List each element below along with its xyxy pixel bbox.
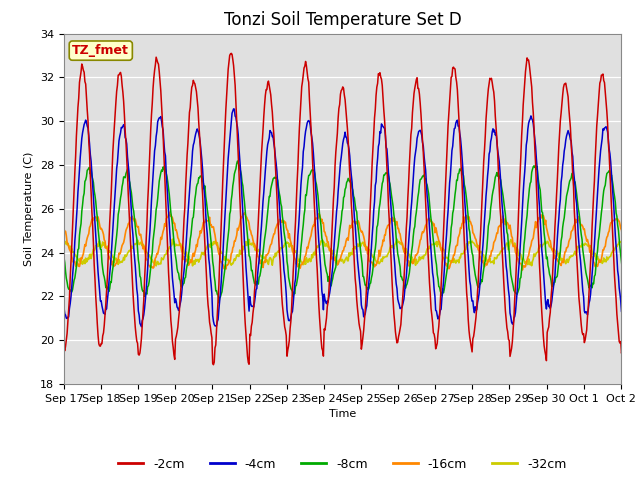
-32cm — [60, 241, 68, 247]
-2cm — [210, 362, 218, 368]
-4cm — [424, 200, 432, 206]
-16cm — [269, 234, 277, 240]
Y-axis label: Soil Temperature (C): Soil Temperature (C) — [24, 152, 35, 266]
-8cm — [292, 283, 300, 288]
-8cm — [130, 208, 138, 214]
Line: -32cm: -32cm — [64, 239, 640, 266]
-2cm — [270, 132, 278, 138]
-32cm — [458, 251, 465, 256]
-4cm — [270, 141, 278, 146]
-4cm — [138, 324, 145, 330]
-16cm — [456, 225, 464, 230]
-32cm — [269, 257, 277, 263]
-2cm — [292, 198, 300, 204]
Line: -2cm: -2cm — [64, 53, 640, 365]
-8cm — [424, 186, 432, 192]
-2cm — [241, 306, 248, 312]
-16cm — [292, 257, 300, 263]
-4cm — [230, 106, 237, 112]
-8cm — [241, 199, 248, 204]
-16cm — [60, 226, 68, 232]
X-axis label: Time: Time — [329, 409, 356, 419]
-8cm — [234, 158, 241, 164]
-16cm — [240, 212, 248, 217]
-2cm — [130, 302, 138, 308]
-4cm — [458, 144, 465, 149]
-16cm — [518, 267, 526, 273]
-32cm — [393, 236, 401, 242]
-32cm — [292, 248, 300, 254]
-4cm — [292, 259, 300, 264]
-16cm — [166, 209, 173, 215]
-4cm — [130, 245, 138, 251]
-16cm — [130, 216, 138, 221]
-32cm — [240, 247, 248, 252]
-2cm — [227, 50, 235, 56]
Text: TZ_fmet: TZ_fmet — [72, 44, 129, 57]
-8cm — [270, 175, 278, 181]
-32cm — [152, 263, 160, 269]
-2cm — [458, 167, 465, 172]
-16cm — [423, 218, 431, 224]
-8cm — [60, 254, 68, 260]
Title: Tonzi Soil Temperature Set D: Tonzi Soil Temperature Set D — [223, 11, 461, 29]
-4cm — [241, 239, 248, 245]
Legend: -2cm, -4cm, -8cm, -16cm, -32cm: -2cm, -4cm, -8cm, -16cm, -32cm — [113, 453, 572, 476]
Line: -4cm: -4cm — [64, 109, 640, 327]
-8cm — [215, 300, 223, 306]
-2cm — [424, 248, 432, 254]
Line: -16cm: -16cm — [64, 212, 640, 270]
-4cm — [60, 305, 68, 311]
Line: -8cm: -8cm — [64, 161, 640, 303]
-2cm — [60, 345, 68, 351]
-8cm — [458, 168, 465, 174]
-32cm — [424, 246, 432, 252]
-32cm — [130, 241, 138, 247]
